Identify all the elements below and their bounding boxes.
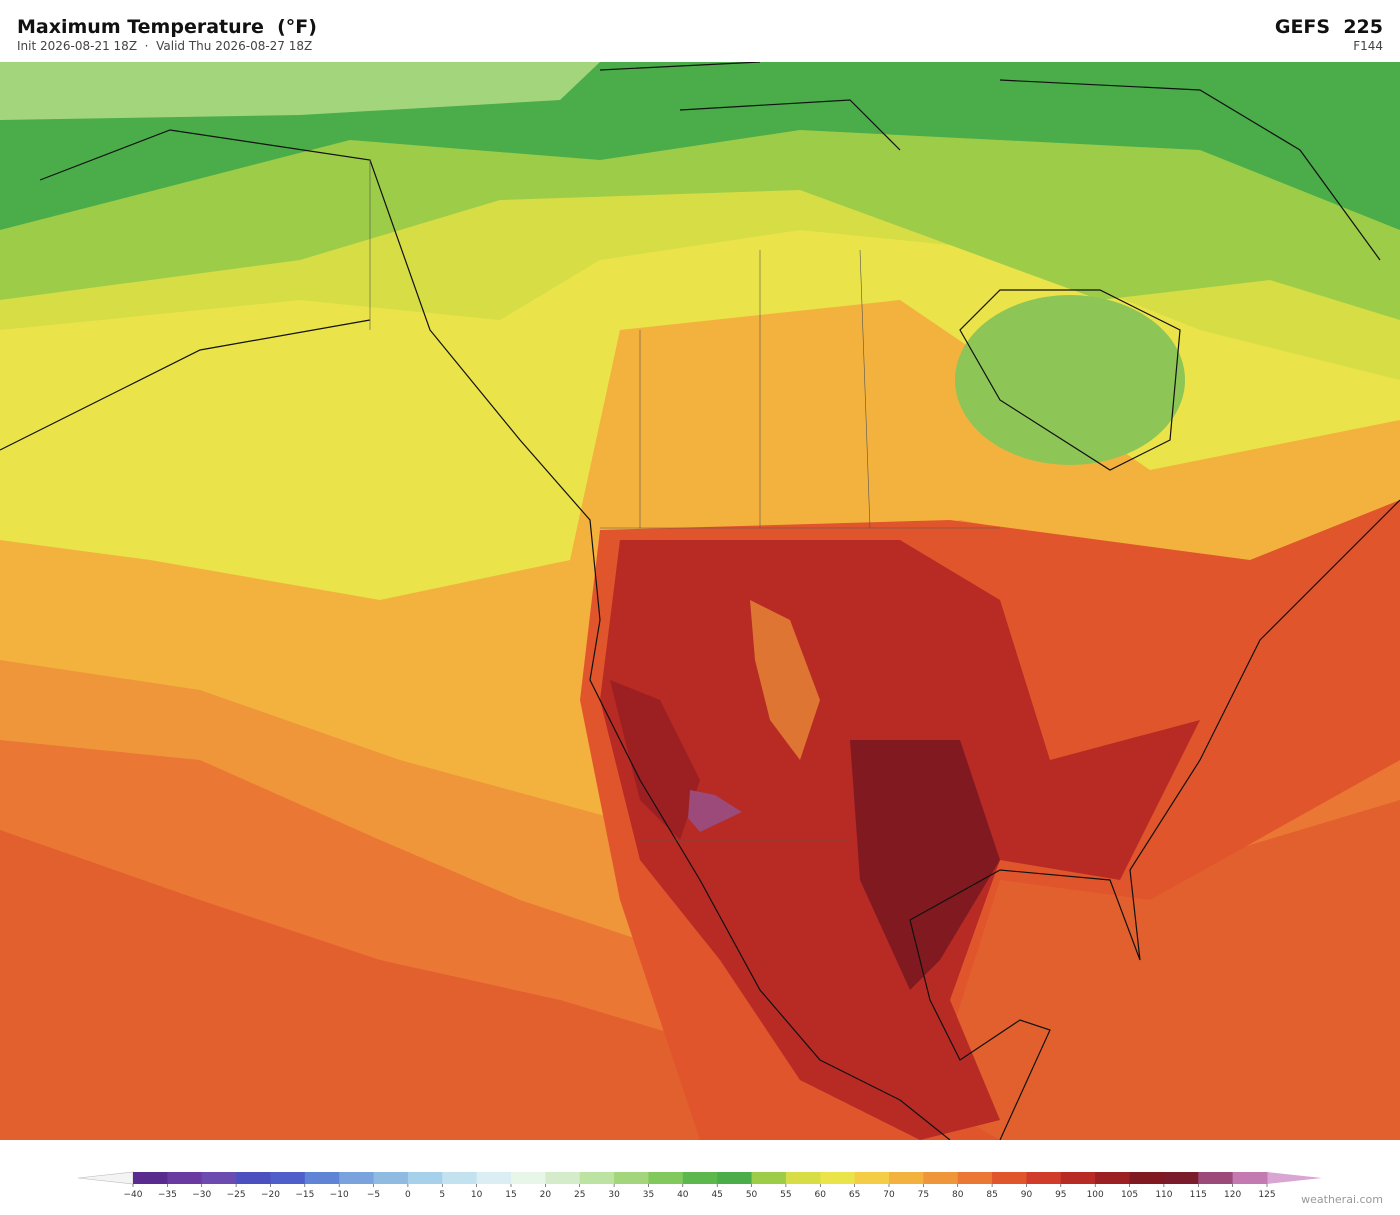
color-swatch <box>1060 1172 1096 1184</box>
color-swatch <box>717 1172 753 1184</box>
color-swatch <box>1232 1172 1268 1184</box>
tick-label: 0 <box>405 1190 411 1200</box>
color-swatch <box>820 1172 856 1184</box>
color-swatch <box>270 1172 306 1184</box>
tick-label: 120 <box>1224 1190 1241 1200</box>
tick-label: −20 <box>261 1190 280 1200</box>
tick-label: 90 <box>1021 1190 1033 1200</box>
tick-label: 55 <box>780 1190 791 1200</box>
tick-label: 35 <box>643 1190 654 1200</box>
color-swatch <box>1026 1172 1062 1184</box>
tick-label: 10 <box>471 1190 483 1200</box>
color-swatch <box>476 1172 512 1184</box>
tick-label: 85 <box>986 1190 997 1200</box>
subtitle: Init 2026-08-21 18Z · Valid Thu 2026-08-… <box>17 39 313 53</box>
tick-label: 25 <box>574 1190 585 1200</box>
color-swatch <box>579 1172 615 1184</box>
tick-label: −5 <box>367 1190 380 1200</box>
tick-label: 5 <box>439 1190 445 1200</box>
credit: weatherai.com <box>1301 1193 1383 1206</box>
tick-label: 80 <box>952 1190 964 1200</box>
tick-label: 125 <box>1258 1190 1275 1200</box>
color-swatch <box>133 1172 168 1184</box>
over-arrow <box>1267 1172 1322 1184</box>
tick-label: 60 <box>815 1190 827 1200</box>
tick-label: 50 <box>746 1190 758 1200</box>
color-swatch <box>854 1172 890 1184</box>
color-swatch <box>339 1172 375 1184</box>
forecast-hour: F144 <box>1353 39 1383 53</box>
color-swatch <box>167 1172 203 1184</box>
color-swatch <box>201 1172 237 1184</box>
tick-label: 75 <box>918 1190 929 1200</box>
color-swatch <box>751 1172 787 1184</box>
tick-label: −30 <box>192 1190 211 1200</box>
color-swatch <box>923 1172 959 1184</box>
color-swatch <box>957 1172 993 1184</box>
color-swatch <box>545 1172 581 1184</box>
color-swatch <box>1163 1172 1199 1184</box>
colorbar: −40 −35 −30 −25 −20 −15 −10 −5 0 5 10 15 20 25 30 35 40 4… <box>77 1171 1322 1200</box>
model: GEFS 225 <box>1274 16 1383 38</box>
tick-label: −15 <box>295 1190 314 1200</box>
color-swatch <box>992 1172 1027 1184</box>
tick-label: 100 <box>1087 1190 1104 1200</box>
color-swatch <box>442 1172 478 1184</box>
tick-label: 20 <box>540 1190 552 1200</box>
color-swatch <box>785 1172 821 1184</box>
color-swatch <box>1129 1172 1165 1184</box>
tick-label: −25 <box>227 1190 246 1200</box>
color-swatch <box>236 1172 271 1184</box>
color-swatch <box>407 1172 443 1184</box>
color-swatch <box>304 1172 340 1184</box>
title: Maximum Temperature (°F) <box>17 16 317 38</box>
color-swatch <box>1198 1172 1234 1184</box>
color-swatch <box>889 1172 924 1184</box>
tick-label: 30 <box>608 1190 620 1200</box>
tick-label: 110 <box>1155 1190 1172 1200</box>
tick-label: 105 <box>1121 1190 1138 1200</box>
tick-label: 65 <box>849 1190 860 1200</box>
tick-label: 70 <box>883 1190 895 1200</box>
color-swatch <box>511 1172 546 1184</box>
tick-label: 15 <box>505 1190 516 1200</box>
map <box>0 62 1400 1140</box>
tick-label: −35 <box>158 1190 177 1200</box>
color-swatch <box>373 1172 409 1184</box>
tick-label: 40 <box>677 1190 689 1200</box>
color-swatch <box>648 1172 684 1184</box>
color-swatch <box>682 1172 718 1184</box>
tick-label: 95 <box>1055 1190 1066 1200</box>
under-arrow <box>77 1171 134 1185</box>
tick-label: −40 <box>124 1190 143 1200</box>
color-swatch <box>1095 1172 1131 1184</box>
tick-label: 115 <box>1190 1190 1207 1200</box>
color-swatch <box>614 1172 649 1184</box>
tick-label: −10 <box>330 1190 349 1200</box>
tick-label: 45 <box>711 1190 722 1200</box>
